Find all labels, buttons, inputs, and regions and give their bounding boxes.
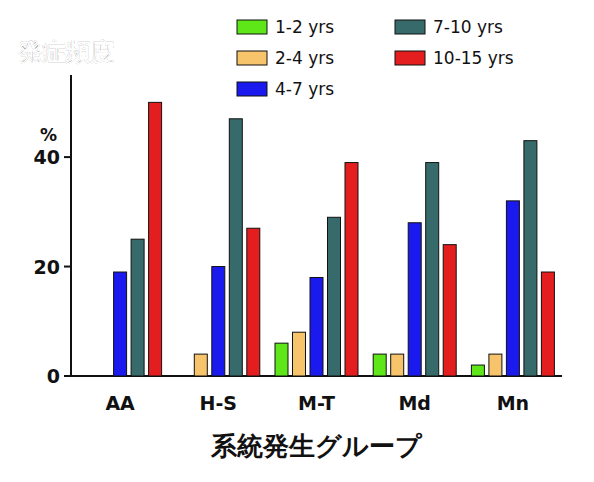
y-tick <box>64 156 71 158</box>
y-tick-label: 40 <box>34 146 60 168</box>
bar <box>229 119 242 376</box>
x-tick-label: AA <box>105 392 135 414</box>
bar <box>506 201 519 376</box>
x-tick-label: H-S <box>200 392 237 414</box>
legend-label: 7-10 yrs <box>433 17 503 37</box>
x-tick-label: M-T <box>298 392 335 414</box>
legend-label: 10-15 yrs <box>433 48 514 68</box>
bar <box>443 245 456 376</box>
bar <box>149 102 162 376</box>
bar <box>212 267 225 376</box>
bar <box>489 354 502 376</box>
legend-swatch <box>237 51 267 65</box>
legend-swatch <box>237 20 267 34</box>
bar <box>177 376 190 377</box>
bar <box>247 228 260 376</box>
y-tick-label: 0 <box>47 365 60 387</box>
bar <box>373 354 386 376</box>
legend-label: 2-4 yrs <box>275 48 334 68</box>
bar <box>541 272 554 376</box>
y-axis <box>70 75 72 376</box>
x-tick-label: Md <box>398 392 431 414</box>
y-tick-label: 20 <box>34 256 60 278</box>
bar <box>96 376 109 377</box>
legend: 1-2 yrs 2-4 yrs 4-7 yrs 7-10 yrs 10-15 yrs <box>237 17 514 99</box>
legend-swatch <box>395 20 425 34</box>
y-axis-label: % <box>40 125 57 145</box>
chart: 発症頻度% 系統発生グループ 0 20 40 AA H-S M-T Md Mn 1-2 yrs 2-4… <box>0 0 594 482</box>
legend-label: 1-2 yrs <box>275 17 334 37</box>
y-tick <box>64 375 71 377</box>
bar <box>408 223 421 376</box>
legend-swatch <box>237 82 267 96</box>
x-axis-label: 系統発生グループ <box>210 431 423 461</box>
bar <box>524 141 537 376</box>
x-tick-label: Mn <box>497 392 529 414</box>
y-tick <box>64 266 71 268</box>
legend-label: 4-7 yrs <box>275 79 334 99</box>
title: 発症頻度 <box>17 38 114 66</box>
bar <box>471 365 484 376</box>
bar <box>79 376 92 377</box>
bar <box>426 163 439 376</box>
bar <box>114 272 127 376</box>
bar <box>345 163 358 376</box>
bar <box>328 217 341 376</box>
bar <box>293 332 306 376</box>
bar <box>131 239 144 376</box>
bar <box>194 354 207 376</box>
bar <box>391 354 404 376</box>
bar <box>310 277 323 376</box>
bar <box>275 343 288 376</box>
legend-swatch <box>395 51 425 65</box>
bars <box>114 102 555 376</box>
